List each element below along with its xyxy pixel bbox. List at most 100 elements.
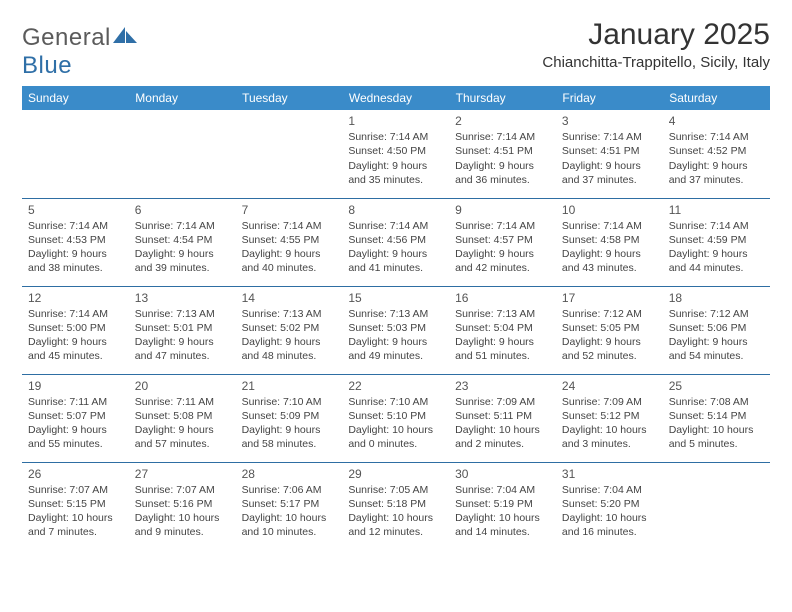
sunset-line: Sunset: 4:55 PM bbox=[242, 233, 337, 247]
sunrise-line: Sunrise: 7:14 AM bbox=[669, 130, 764, 144]
daylight-line: Daylight: 9 hours and 38 minutes. bbox=[28, 247, 123, 275]
daylight-line: Daylight: 10 hours and 12 minutes. bbox=[348, 511, 443, 539]
day-number: 1 bbox=[348, 113, 443, 129]
calendar-day-cell: 22Sunrise: 7:10 AMSunset: 5:10 PMDayligh… bbox=[342, 374, 449, 462]
daylight-line: Daylight: 10 hours and 14 minutes. bbox=[455, 511, 550, 539]
sunset-line: Sunset: 5:12 PM bbox=[562, 409, 657, 423]
calendar-empty-cell bbox=[22, 110, 129, 198]
day-number: 10 bbox=[562, 202, 657, 218]
sunrise-line: Sunrise: 7:14 AM bbox=[28, 307, 123, 321]
calendar-day-cell: 15Sunrise: 7:13 AMSunset: 5:03 PMDayligh… bbox=[342, 286, 449, 374]
day-number: 5 bbox=[28, 202, 123, 218]
weekday-header: Thursday bbox=[449, 86, 556, 110]
sunset-line: Sunset: 5:02 PM bbox=[242, 321, 337, 335]
day-number: 9 bbox=[455, 202, 550, 218]
daylight-line: Daylight: 9 hours and 39 minutes. bbox=[135, 247, 230, 275]
calendar-header-row: SundayMondayTuesdayWednesdayThursdayFrid… bbox=[22, 86, 770, 110]
daylight-line: Daylight: 9 hours and 43 minutes. bbox=[562, 247, 657, 275]
calendar-week-row: 26Sunrise: 7:07 AMSunset: 5:15 PMDayligh… bbox=[22, 462, 770, 550]
day-number: 4 bbox=[669, 113, 764, 129]
sunset-line: Sunset: 4:56 PM bbox=[348, 233, 443, 247]
daylight-line: Daylight: 9 hours and 58 minutes. bbox=[242, 423, 337, 451]
day-number: 6 bbox=[135, 202, 230, 218]
sunset-line: Sunset: 4:52 PM bbox=[669, 144, 764, 158]
day-number: 13 bbox=[135, 290, 230, 306]
sunset-line: Sunset: 4:59 PM bbox=[669, 233, 764, 247]
day-number: 12 bbox=[28, 290, 123, 306]
daylight-line: Daylight: 9 hours and 36 minutes. bbox=[455, 159, 550, 187]
daylight-line: Daylight: 9 hours and 40 minutes. bbox=[242, 247, 337, 275]
sunset-line: Sunset: 4:58 PM bbox=[562, 233, 657, 247]
daylight-line: Daylight: 9 hours and 51 minutes. bbox=[455, 335, 550, 363]
day-number: 28 bbox=[242, 466, 337, 482]
calendar-day-cell: 30Sunrise: 7:04 AMSunset: 5:19 PMDayligh… bbox=[449, 462, 556, 550]
sunrise-line: Sunrise: 7:04 AM bbox=[562, 483, 657, 497]
weekday-header: Wednesday bbox=[342, 86, 449, 110]
sunset-line: Sunset: 5:04 PM bbox=[455, 321, 550, 335]
sunset-line: Sunset: 5:20 PM bbox=[562, 497, 657, 511]
calendar-day-cell: 19Sunrise: 7:11 AMSunset: 5:07 PMDayligh… bbox=[22, 374, 129, 462]
sunrise-line: Sunrise: 7:14 AM bbox=[669, 219, 764, 233]
location: Chianchitta-Trappitello, Sicily, Italy bbox=[542, 54, 770, 71]
sunset-line: Sunset: 5:00 PM bbox=[28, 321, 123, 335]
sunrise-line: Sunrise: 7:14 AM bbox=[348, 219, 443, 233]
calendar-day-cell: 2Sunrise: 7:14 AMSunset: 4:51 PMDaylight… bbox=[449, 110, 556, 198]
daylight-line: Daylight: 9 hours and 48 minutes. bbox=[242, 335, 337, 363]
day-number: 17 bbox=[562, 290, 657, 306]
calendar-day-cell: 24Sunrise: 7:09 AMSunset: 5:12 PMDayligh… bbox=[556, 374, 663, 462]
calendar-day-cell: 20Sunrise: 7:11 AMSunset: 5:08 PMDayligh… bbox=[129, 374, 236, 462]
sunrise-line: Sunrise: 7:14 AM bbox=[455, 219, 550, 233]
day-number: 26 bbox=[28, 466, 123, 482]
brand-logo: General Blue bbox=[22, 18, 139, 80]
sunset-line: Sunset: 4:51 PM bbox=[562, 144, 657, 158]
weekday-header: Tuesday bbox=[236, 86, 343, 110]
sunset-line: Sunset: 5:09 PM bbox=[242, 409, 337, 423]
day-number: 22 bbox=[348, 378, 443, 394]
month-title: January 2025 bbox=[542, 18, 770, 52]
day-number: 31 bbox=[562, 466, 657, 482]
sunrise-line: Sunrise: 7:05 AM bbox=[348, 483, 443, 497]
day-number: 8 bbox=[348, 202, 443, 218]
calendar-day-cell: 3Sunrise: 7:14 AMSunset: 4:51 PMDaylight… bbox=[556, 110, 663, 198]
day-number: 25 bbox=[669, 378, 764, 394]
sunrise-line: Sunrise: 7:12 AM bbox=[562, 307, 657, 321]
sunrise-line: Sunrise: 7:11 AM bbox=[135, 395, 230, 409]
sunrise-line: Sunrise: 7:14 AM bbox=[242, 219, 337, 233]
sunset-line: Sunset: 4:54 PM bbox=[135, 233, 230, 247]
sunset-line: Sunset: 5:01 PM bbox=[135, 321, 230, 335]
calendar-week-row: 5Sunrise: 7:14 AMSunset: 4:53 PMDaylight… bbox=[22, 198, 770, 286]
calendar-day-cell: 31Sunrise: 7:04 AMSunset: 5:20 PMDayligh… bbox=[556, 462, 663, 550]
daylight-line: Daylight: 9 hours and 55 minutes. bbox=[28, 423, 123, 451]
brand-sail-icon bbox=[111, 25, 139, 45]
calendar-day-cell: 5Sunrise: 7:14 AMSunset: 4:53 PMDaylight… bbox=[22, 198, 129, 286]
sunrise-line: Sunrise: 7:14 AM bbox=[348, 130, 443, 144]
sunrise-line: Sunrise: 7:14 AM bbox=[562, 130, 657, 144]
weekday-header: Sunday bbox=[22, 86, 129, 110]
daylight-line: Daylight: 10 hours and 5 minutes. bbox=[669, 423, 764, 451]
calendar-day-cell: 21Sunrise: 7:10 AMSunset: 5:09 PMDayligh… bbox=[236, 374, 343, 462]
daylight-line: Daylight: 9 hours and 54 minutes. bbox=[669, 335, 764, 363]
calendar-day-cell: 10Sunrise: 7:14 AMSunset: 4:58 PMDayligh… bbox=[556, 198, 663, 286]
calendar-body: 1Sunrise: 7:14 AMSunset: 4:50 PMDaylight… bbox=[22, 110, 770, 550]
calendar-day-cell: 9Sunrise: 7:14 AMSunset: 4:57 PMDaylight… bbox=[449, 198, 556, 286]
sunrise-line: Sunrise: 7:13 AM bbox=[348, 307, 443, 321]
sunset-line: Sunset: 5:16 PM bbox=[135, 497, 230, 511]
day-number: 14 bbox=[242, 290, 337, 306]
calendar-day-cell: 13Sunrise: 7:13 AMSunset: 5:01 PMDayligh… bbox=[129, 286, 236, 374]
sunset-line: Sunset: 5:06 PM bbox=[669, 321, 764, 335]
sunset-line: Sunset: 4:53 PM bbox=[28, 233, 123, 247]
sunrise-line: Sunrise: 7:10 AM bbox=[242, 395, 337, 409]
daylight-line: Daylight: 10 hours and 16 minutes. bbox=[562, 511, 657, 539]
calendar-day-cell: 4Sunrise: 7:14 AMSunset: 4:52 PMDaylight… bbox=[663, 110, 770, 198]
calendar-empty-cell bbox=[663, 462, 770, 550]
sunset-line: Sunset: 5:10 PM bbox=[348, 409, 443, 423]
daylight-line: Daylight: 9 hours and 44 minutes. bbox=[669, 247, 764, 275]
sunset-line: Sunset: 5:03 PM bbox=[348, 321, 443, 335]
weekday-header: Friday bbox=[556, 86, 663, 110]
sunrise-line: Sunrise: 7:10 AM bbox=[348, 395, 443, 409]
daylight-line: Daylight: 9 hours and 47 minutes. bbox=[135, 335, 230, 363]
daylight-line: Daylight: 10 hours and 7 minutes. bbox=[28, 511, 123, 539]
daylight-line: Daylight: 10 hours and 2 minutes. bbox=[455, 423, 550, 451]
daylight-line: Daylight: 9 hours and 52 minutes. bbox=[562, 335, 657, 363]
calendar-table: SundayMondayTuesdayWednesdayThursdayFrid… bbox=[22, 86, 770, 550]
